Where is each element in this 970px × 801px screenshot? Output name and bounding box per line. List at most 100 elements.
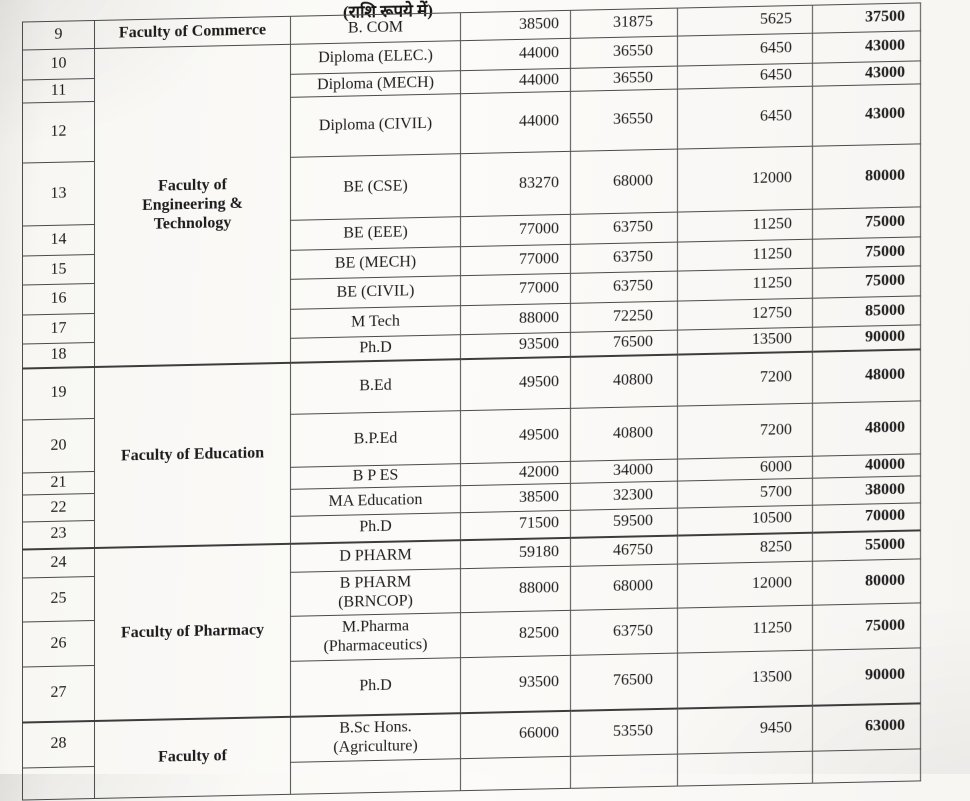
amount-cell: 44000 xyxy=(460,38,571,71)
serial-cell: 21 xyxy=(22,471,95,496)
amount-cell: 46750 xyxy=(570,535,678,567)
faculty-cell: Faculty of Engineering & Technology xyxy=(94,44,291,367)
scanned-page: (राशि रूपये में) 9 Faculty of Commerce B. … xyxy=(22,1,921,801)
amount-cell: 80000 xyxy=(812,558,921,606)
amount-cell: 76500 xyxy=(570,653,678,711)
amount-cell: 11250 xyxy=(677,209,813,243)
amount-cell: 59180 xyxy=(460,537,571,569)
amount-cell: 77000 xyxy=(460,273,571,306)
amount-cell: 88000 xyxy=(460,566,571,613)
amount-cell: 63750 xyxy=(570,608,678,656)
serial-cell: 11 xyxy=(22,78,95,104)
faculty-cell: Faculty of Commerce xyxy=(94,16,291,49)
amount-cell: 63750 xyxy=(570,242,678,274)
amount-cell: 63750 xyxy=(570,271,678,304)
amount-cell: 36550 xyxy=(570,89,678,152)
amount-cell: 31875 xyxy=(570,8,678,39)
course-cell: BE (MECH) xyxy=(290,246,461,280)
amount-cell: 66000 xyxy=(460,710,571,759)
faculty-cell: Faculty of Education xyxy=(94,362,291,548)
serial-cell: 27 xyxy=(22,665,95,723)
amount-cell: 43000 xyxy=(812,83,921,147)
amount-cell: 13500 xyxy=(677,650,813,709)
amount-cell: 5625 xyxy=(677,5,813,37)
amount-cell: 83270 xyxy=(460,151,571,217)
course-cell: Diploma (ELEC.) xyxy=(290,40,461,75)
amount-cell: 48000 xyxy=(812,348,921,404)
fee-table: 9 Faculty of Commerce B. COM 38500 31875 5625… xyxy=(22,2,921,801)
course-cell: M Tech xyxy=(290,305,461,339)
course-cell: BE (CIVIL) xyxy=(290,275,461,310)
serial-cell: 13 xyxy=(22,161,95,227)
amount-cell: 36550 xyxy=(570,36,678,69)
amount-cell: 43000 xyxy=(812,30,921,64)
serial-cell: 16 xyxy=(22,283,95,316)
serial-cell: 23 xyxy=(22,520,95,550)
amount-cell: 42000 xyxy=(460,461,571,486)
serial-cell: 9 xyxy=(22,20,95,51)
amount-cell: 36550 xyxy=(570,66,678,92)
amount-cell: 7200 xyxy=(677,351,813,407)
amount-cell: 55000 xyxy=(812,529,921,562)
amount-cell: 40800 xyxy=(570,354,678,409)
amount-cell: 75000 xyxy=(812,236,921,269)
course-cell: Ph.D xyxy=(290,334,461,363)
amount-cell: 72250 xyxy=(570,301,678,333)
amount-cell: 12000 xyxy=(677,146,813,213)
faculty-cell: Faculty of Pharmacy xyxy=(94,543,291,721)
serial-cell: 22 xyxy=(22,493,95,523)
amount-cell: 90000 xyxy=(812,324,921,352)
amount-cell: 44000 xyxy=(460,91,571,154)
amount-cell: 40800 xyxy=(570,406,678,462)
course-cell: BE (EEE) xyxy=(290,216,461,251)
amount-cell: 77000 xyxy=(460,244,571,276)
amount-cell: 13500 xyxy=(677,327,813,355)
amount-cell: 10500 xyxy=(677,505,813,536)
serial-cell: 26 xyxy=(22,620,95,668)
course-cell: B.Ed xyxy=(290,358,461,415)
amount-cell: 38000 xyxy=(812,475,921,506)
course-cell: Ph.D xyxy=(290,512,461,544)
amount-cell: 76500 xyxy=(570,330,678,357)
serial-cell: 28 xyxy=(22,720,95,769)
amount-cell: 34000 xyxy=(570,459,678,484)
amount-cell: 90000 xyxy=(812,647,921,706)
course-cell: Diploma (CIVIL) xyxy=(290,93,461,158)
amount-cell: 6000 xyxy=(677,456,813,482)
amount-cell: 49500 xyxy=(460,356,571,411)
amount-cell xyxy=(812,748,921,784)
amount-cell: 68000 xyxy=(570,564,678,611)
course-cell: B.Sc Hons. (Agriculture) xyxy=(290,712,461,763)
serial-cell: 18 xyxy=(22,342,95,369)
faculty-cell: Faculty of xyxy=(94,716,291,799)
amount-cell: 59500 xyxy=(570,508,678,538)
amount-cell: 85000 xyxy=(812,295,921,328)
amount-cell: 75000 xyxy=(812,206,921,240)
course-cell: B PHARM (BRNCOP) xyxy=(290,568,461,617)
amount-cell: 32300 xyxy=(570,481,678,511)
serial-cell: 25 xyxy=(22,576,95,623)
amount-cell: 53550 xyxy=(570,708,678,757)
amount-cell: 70000 xyxy=(812,502,921,533)
amount-cell: 63750 xyxy=(570,212,678,245)
course-cell: M.Pharma (Pharmaceutics) xyxy=(290,612,461,662)
amount-cell: 5700 xyxy=(677,478,813,509)
amount-cell: 49500 xyxy=(460,408,571,464)
course-cell: B. COM xyxy=(290,12,461,45)
course-cell: D PHARM xyxy=(290,539,461,573)
serial-cell: 19 xyxy=(22,366,95,421)
serial-cell: 20 xyxy=(22,418,95,474)
amount-cell: 80000 xyxy=(812,143,921,210)
amount-cell: 43000 xyxy=(812,60,921,87)
amount-cell: 71500 xyxy=(460,510,571,540)
amount-cell: 9450 xyxy=(677,705,813,755)
course-cell: MA Education xyxy=(290,485,461,517)
serial-cell: 17 xyxy=(22,313,95,345)
amount-cell: 8250 xyxy=(677,532,813,565)
amount-cell: 6450 xyxy=(677,63,813,90)
course-cell xyxy=(290,758,461,795)
amount-cell: 12000 xyxy=(677,561,813,609)
serial-cell: 10 xyxy=(22,48,95,81)
course-cell: Ph.D xyxy=(290,657,461,717)
amount-cell: 7200 xyxy=(677,403,813,460)
